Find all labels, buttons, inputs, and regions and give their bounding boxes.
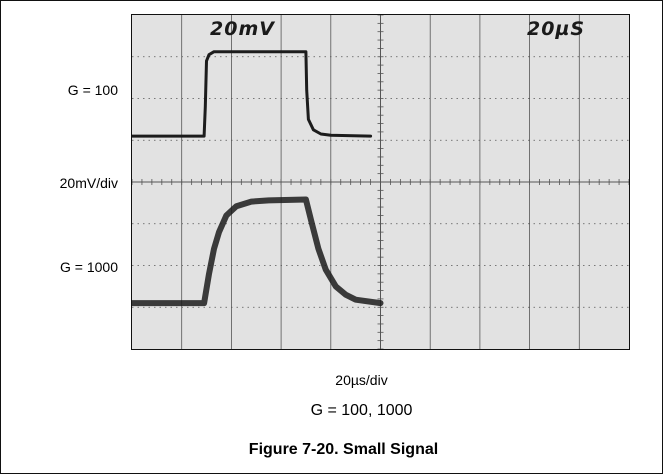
label-g1000: G = 1000 bbox=[60, 259, 118, 275]
time-division-label: 20µs/div bbox=[335, 372, 388, 388]
label-vdiv: 20mV/div bbox=[59, 175, 118, 191]
trace-g-100 bbox=[132, 50, 373, 138]
scope-time-label: 20µS bbox=[527, 18, 586, 40]
graticule bbox=[132, 15, 629, 349]
label-g100: G = 100 bbox=[67, 82, 118, 98]
gain-subtitle: G = 100, 1000 bbox=[310, 402, 413, 419]
scope-plot bbox=[132, 15, 629, 349]
oscilloscope-screen: 20mV 20µS bbox=[131, 14, 630, 350]
trace-g-1000 bbox=[132, 196, 384, 307]
figure-title: Figure 7-20. Small Signal bbox=[248, 441, 439, 458]
scope-volts-label: 20mV bbox=[210, 18, 275, 40]
traces bbox=[132, 50, 384, 307]
